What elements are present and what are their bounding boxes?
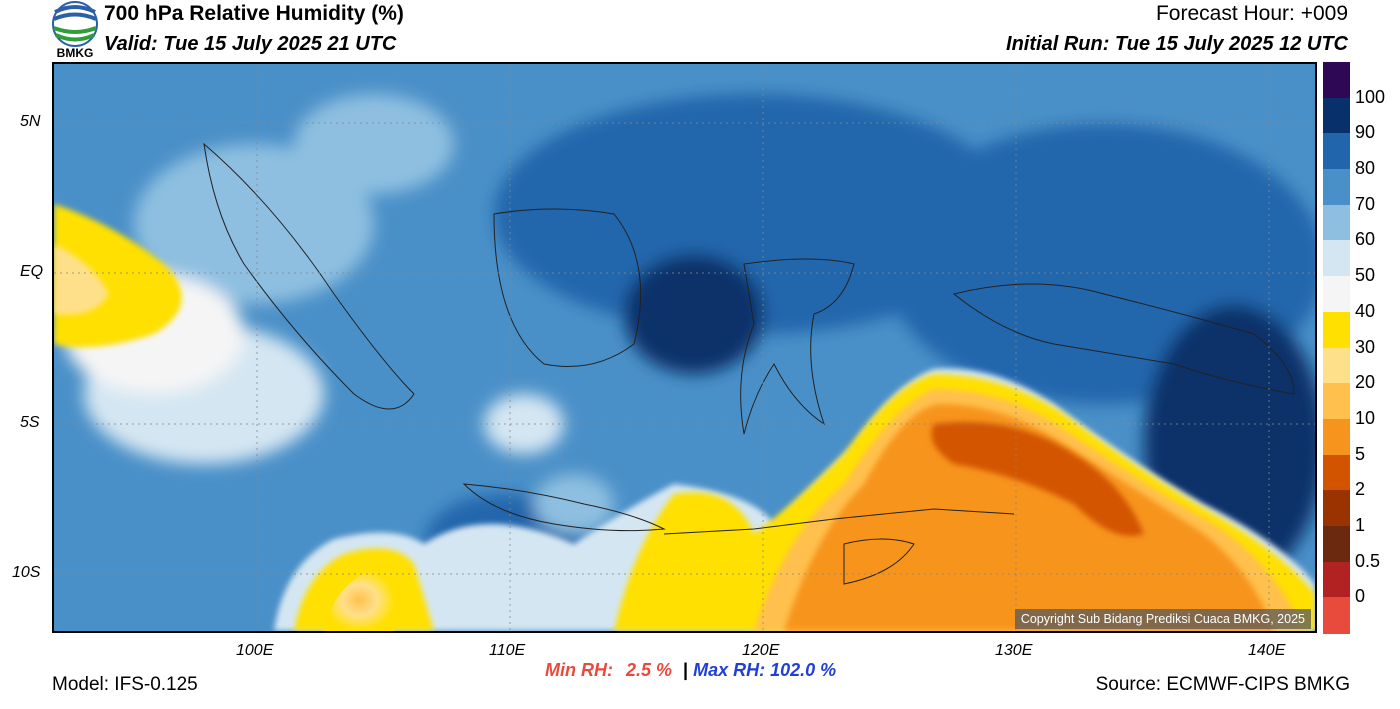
lat-tick-10s: 10S [12,564,41,581]
colorbar-segment [1323,276,1350,313]
colorbar [1323,62,1350,634]
lon-tick-130e: 130E [995,642,1033,659]
max-rh-value: 102.0 % [770,660,837,680]
chart-title: 700 hPa Relative Humidity (%) [104,2,404,25]
colorbar-segment [1323,383,1350,420]
colorbar-segment [1323,311,1350,348]
source-info: Source: ECMWF-CIPS BMKG [1095,674,1350,695]
colorbar-segment [1323,561,1350,598]
colorbar-segment [1323,525,1350,563]
lon-tick-110e: 110E [489,642,526,659]
model-info: Model: IFS-0.125 [52,674,198,695]
colorbar-segment [1323,169,1350,206]
colorbar-segment [1323,240,1350,277]
lon-tick-140e: 140E [1248,642,1286,659]
colorbar-label: 2 [1355,479,1366,500]
rh-stats: Min RH: 2.5 % | Max RH: 102.0 % [545,660,836,681]
colorbar-segment [1323,133,1350,170]
stats-separator: | [683,660,689,680]
colorbar-label: 1 [1355,514,1366,535]
colorbar-segment [1323,454,1350,491]
humidity-map: Copyright Sub Bidang Prediksi Cuaca BMKG… [52,62,1317,633]
colorbar-label: 80 [1355,158,1376,179]
lon-tick-120e: 120E [742,642,780,659]
colorbar-segment [1323,97,1350,134]
colorbar-segment [1323,347,1350,384]
colorbar-label: 100 [1355,86,1386,107]
humidity-field [54,64,1315,631]
colorbar-label: 90 [1355,122,1376,143]
colorbar-label: 30 [1355,336,1376,357]
max-rh-label: Max RH: [693,660,766,680]
forecast-hour: Forecast Hour: +009 [1155,2,1348,25]
colorbar-segment [1323,204,1350,241]
bmkg-logo-icon [52,1,98,47]
bmkg-logo: BMKG [50,0,100,62]
colorbar-label: 5 [1355,443,1366,464]
min-rh-label: Min RH: [545,660,613,680]
colorbar-label: 40 [1355,300,1376,321]
colorbar-label: 50 [1355,265,1376,286]
lat-tick-5n: 5N [20,113,41,130]
lat-tick-5s: 5S [20,414,40,431]
valid-time: Valid: Tue 15 July 2025 21 UTC [104,33,397,55]
logo-text: BMKG [56,46,94,60]
colorbar-segment [1323,597,1350,634]
colorbar-label: 0.5 [1355,550,1381,571]
min-rh-value: 2.5 % [626,660,673,680]
colorbar-label: 60 [1355,229,1376,250]
colorbar-label: 20 [1355,372,1376,393]
colorbar-segment [1323,490,1350,527]
colorbar-segment [1323,62,1350,99]
lat-tick-eq: EQ [20,263,44,280]
copyright-notice: Copyright Sub Bidang Prediksi Cuaca BMKG… [1014,609,1311,629]
colorbar-label: 70 [1355,193,1376,214]
initial-run: Initial Run: Tue 15 July 2025 12 UTC [1006,33,1348,55]
colorbar-label: 10 [1355,407,1376,428]
colorbar-segment [1323,418,1350,456]
colorbar-label: 0 [1355,586,1366,607]
lon-tick-100e: 100E [236,642,274,659]
